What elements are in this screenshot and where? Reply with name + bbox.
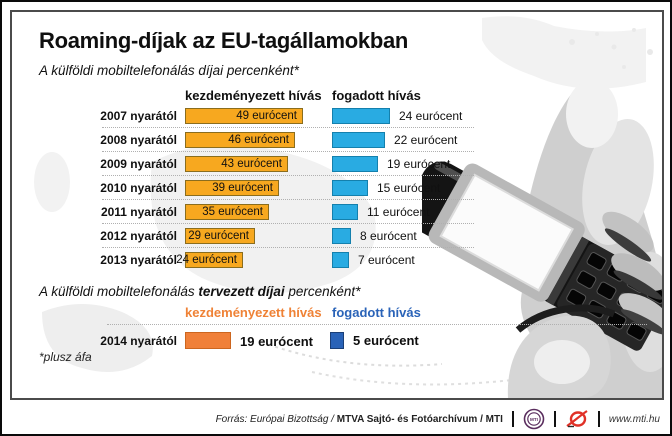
- initiated-value: 39 eurócent: [212, 182, 273, 194]
- footer: Forrás: Európai Bizottság / MTVA Sajtó- …: [2, 405, 666, 433]
- planned-year-label: 2014 nyarától: [100, 334, 177, 348]
- received-bar: [332, 180, 368, 196]
- footer-divider: [597, 411, 600, 427]
- received-bar: [332, 156, 378, 172]
- main-panel: Roaming-díjak az EU-tagállamokban A külf…: [10, 10, 664, 400]
- footer-divider: [553, 411, 556, 427]
- row-year-label: 2012 nyarától: [100, 229, 177, 243]
- planned-initiated-value: 19 eurócent: [240, 334, 313, 349]
- row-separator: [102, 223, 474, 224]
- row-year-label: 2009 nyarától: [100, 157, 177, 171]
- initiated-bar: 49 eurócent: [185, 108, 303, 124]
- planned-column-header-received: fogadott hívás: [332, 305, 421, 320]
- received-value: 24 eurócent: [399, 109, 463, 123]
- row-separator: [102, 151, 474, 152]
- received-value: 11 eurócent: [367, 205, 430, 219]
- vat-footnote: *plusz áfa: [39, 350, 92, 364]
- row-separator: [102, 247, 474, 248]
- received-value: 15 eurócent: [377, 181, 441, 195]
- initiated-value: 29 eurócent: [188, 230, 249, 242]
- table-row: 2008 nyarától 46 eurócent 22 eurócent: [12, 132, 662, 148]
- table-row: 2010 nyarától 39 eurócent 15 eurócent: [12, 180, 662, 196]
- initiated-bar: 46 eurócent: [185, 132, 295, 148]
- received-bar: [332, 132, 385, 148]
- received-value: 7 eurócent: [358, 253, 415, 267]
- column-header-received: fogadott hívás: [332, 88, 421, 103]
- initiated-value: 24 eurócent: [176, 254, 237, 266]
- row-year-label: 2007 nyarától: [100, 109, 177, 123]
- hand-holding-phone-image: [422, 80, 662, 398]
- initiated-bar: 39 eurócent: [185, 180, 279, 196]
- received-bar: [332, 228, 351, 244]
- row-separator: [102, 199, 474, 200]
- section-separator: [107, 324, 647, 325]
- table-row: 2009 nyarától 43 eurócent 19 eurócent: [12, 156, 662, 172]
- row-separator: [102, 175, 474, 176]
- website-url: www.mti.hu: [608, 413, 660, 425]
- initiated-bar: 43 eurócent: [185, 156, 288, 172]
- initiated-value: 43 eurócent: [221, 158, 282, 170]
- received-bar: [332, 252, 349, 268]
- table-row: 2007 nyarától 49 eurócent 24 eurócent: [12, 108, 662, 124]
- initiated-value: 49 eurócent: [236, 110, 297, 122]
- initiated-bar: 29 eurócent: [185, 228, 255, 244]
- planned-received-bar: [330, 332, 344, 349]
- current-prices-subtitle: A külföldi mobiltelefonálás díjai percen…: [39, 63, 299, 78]
- footer-divider: [511, 411, 514, 427]
- received-value: 19 eurócent: [387, 157, 451, 171]
- received-value: 22 eurócent: [394, 133, 458, 147]
- planned-row: 2014 nyarától 19 eurócent 5 eurócent: [12, 332, 662, 349]
- panel-content: Roaming-díjak az EU-tagállamokban A külf…: [12, 12, 662, 398]
- row-year-label: 2010 nyarától: [100, 181, 177, 195]
- mti-logo-icon: MTI: [523, 408, 545, 430]
- source-credit: Forrás: Európai Bizottság / MTVA Sajtó- …: [215, 413, 503, 425]
- planned-column-header-initiated: kezdeményezett hívás: [185, 305, 322, 320]
- row-separator: [102, 127, 474, 128]
- table-row: 2012 nyarától 29 eurócent 8 eurócent: [12, 228, 662, 244]
- planned-received-value: 5 eurócent: [353, 333, 419, 348]
- initiated-bar: 24 eurócent: [176, 252, 243, 268]
- received-bar: [332, 204, 358, 220]
- svg-text:MTI: MTI: [530, 417, 538, 422]
- page-title: Roaming-díjak az EU-tagállamokban: [39, 28, 409, 53]
- initiated-value: 35 eurócent: [202, 206, 263, 218]
- received-value: 8 eurócent: [360, 229, 417, 243]
- column-header-initiated: kezdeményezett hívás: [185, 88, 322, 103]
- mtva-logo-icon: [566, 410, 588, 428]
- initiated-bar: 35 eurócent: [185, 204, 269, 220]
- row-year-label: 2011 nyarától: [100, 205, 177, 219]
- received-bar: [332, 108, 390, 124]
- initiated-value: 46 eurócent: [228, 134, 289, 146]
- planned-prices-subtitle: A külföldi mobiltelefonálás tervezett dí…: [39, 284, 361, 299]
- row-year-label: 2013 nyarától: [100, 253, 177, 267]
- table-row: 2011 nyarától 35 eurócent 11 eurócent: [12, 204, 662, 220]
- table-row: 2013 nyarától 24 eurócent 7 eurócent: [12, 252, 662, 268]
- row-year-label: 2008 nyarától: [100, 133, 177, 147]
- planned-initiated-bar: [185, 332, 231, 349]
